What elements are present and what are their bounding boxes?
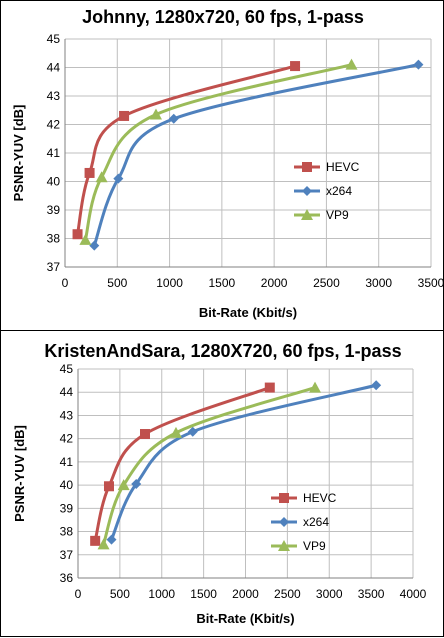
x-tick-label: 3500 [418,276,444,290]
legend-label-vp9: VP9 [326,208,349,222]
x-tick-label: 0 [62,276,69,290]
data-point-hevc [140,429,150,440]
x-tick-label: 500 [107,276,127,290]
series-line-hevc [76,64,296,235]
series-line-x264 [110,383,377,541]
data-point-hevc [84,167,95,178]
legend-label-hevc: HEVC [303,491,337,505]
data-point-hevc [103,481,114,492]
data-point-vp9 [95,171,108,183]
x-tick-label: 4000 [400,587,427,601]
y-tick-label: 43 [47,89,61,103]
x-axis-title: Bit-Rate (Kbit/s) [199,305,297,320]
legend-marker-hevc [302,162,312,172]
x-tick-label: 1500 [209,276,236,290]
johnny-chart-panel: Johnny, 1280x720, 60 fps, 1-pass 0 500 1000… [0,0,444,331]
x-tick-label: 1500 [190,587,217,601]
y-tick-label: 38 [47,232,61,246]
data-point-vp9 [117,479,130,491]
data-point-x264 [187,426,198,437]
chart-title: KristenAndSara, 1280X720, 60 fps, 1-pass [44,341,401,361]
data-point-vp9 [149,108,162,120]
series-line-vp9 [83,63,352,241]
johnny-chart: Johnny, 1280x720, 60 fps, 1-pass 0 500 1000… [11,7,444,320]
y-tick-label: 39 [47,203,61,217]
data-point-hevc [119,110,130,121]
x-tick-label: 1000 [156,276,183,290]
x-tick-label: 3000 [365,276,392,290]
data-point-hevc [72,229,83,240]
data-point-x264 [131,478,142,489]
x-tick-label: 2000 [232,587,259,601]
x-tick-label: 3500 [358,587,385,601]
data-point-vp9 [97,538,110,550]
kristen-chart-panel: KristenAndSara, 1280X720, 60 fps, 1-pass… [0,330,444,637]
data-point-vp9 [79,233,92,245]
y-tick-label: 40 [47,175,61,189]
data-point-vp9 [345,58,358,70]
legend-label-x264: x264 [303,515,329,529]
x-tick-label: 1000 [148,587,175,601]
series-line-vp9 [102,386,316,545]
y-tick-label: 43 [60,408,74,422]
legend-marker-vp9 [301,209,313,220]
y-tick-label: 44 [47,61,61,75]
y-tick-label: 42 [60,432,74,446]
y-tick-label: 44 [60,385,74,399]
y-tick-label: 37 [47,260,61,274]
y-tick-label: 39 [60,501,74,515]
y-tick-label: 45 [60,362,74,376]
data-point-x264 [106,534,117,545]
y-tick-label: 36 [60,571,74,585]
kristen-chart: KristenAndSara, 1280X720, 60 fps, 1-pass… [12,341,427,626]
x-tick-label: 500 [110,587,130,601]
legend-marker-vp9 [278,540,290,551]
x-tick-label: 2500 [313,276,340,290]
legend-label-hevc: HEVC [326,160,360,174]
legend-label-vp9: VP9 [303,539,326,553]
y-tick-label: 37 [60,548,74,562]
data-point-vp9 [169,426,182,438]
y-tick-label: 45 [47,32,61,46]
data-point-vp9 [309,381,322,393]
series-line-hevc [93,386,271,542]
legend-marker-x264 [279,517,289,527]
data-point-x264 [371,380,382,391]
y-tick-label: 42 [47,118,61,132]
legend-marker-hevc [279,493,289,503]
legend-marker-x264 [302,186,312,196]
series-line-x264 [92,63,419,247]
data-point-x264 [413,59,424,70]
x-axis-title: Bit-Rate (Kbit/s) [196,611,294,626]
data-point-hevc [290,61,301,72]
data-point-x264 [113,173,124,184]
x-tick-label: 3000 [316,587,343,601]
x-tick-label: 2500 [274,587,301,601]
y-tick-label: 41 [60,455,74,469]
data-point-x264 [89,240,100,251]
x-tick-label: 0 [75,587,82,601]
y-tick-label: 41 [47,146,61,160]
data-point-x264 [168,113,179,124]
y-tick-label: 38 [60,525,74,539]
chart-title: Johnny, 1280x720, 60 fps, 1-pass [82,7,364,27]
data-point-hevc [264,382,275,393]
legend-label-x264: x264 [326,184,352,198]
data-point-hevc [90,535,101,546]
y-axis-title: PSNR-YUV [dB] [12,425,27,522]
y-axis-title: PSNR-YUV [dB] [11,105,26,202]
x-tick-label: 2000 [261,276,288,290]
y-tick-label: 40 [60,478,74,492]
